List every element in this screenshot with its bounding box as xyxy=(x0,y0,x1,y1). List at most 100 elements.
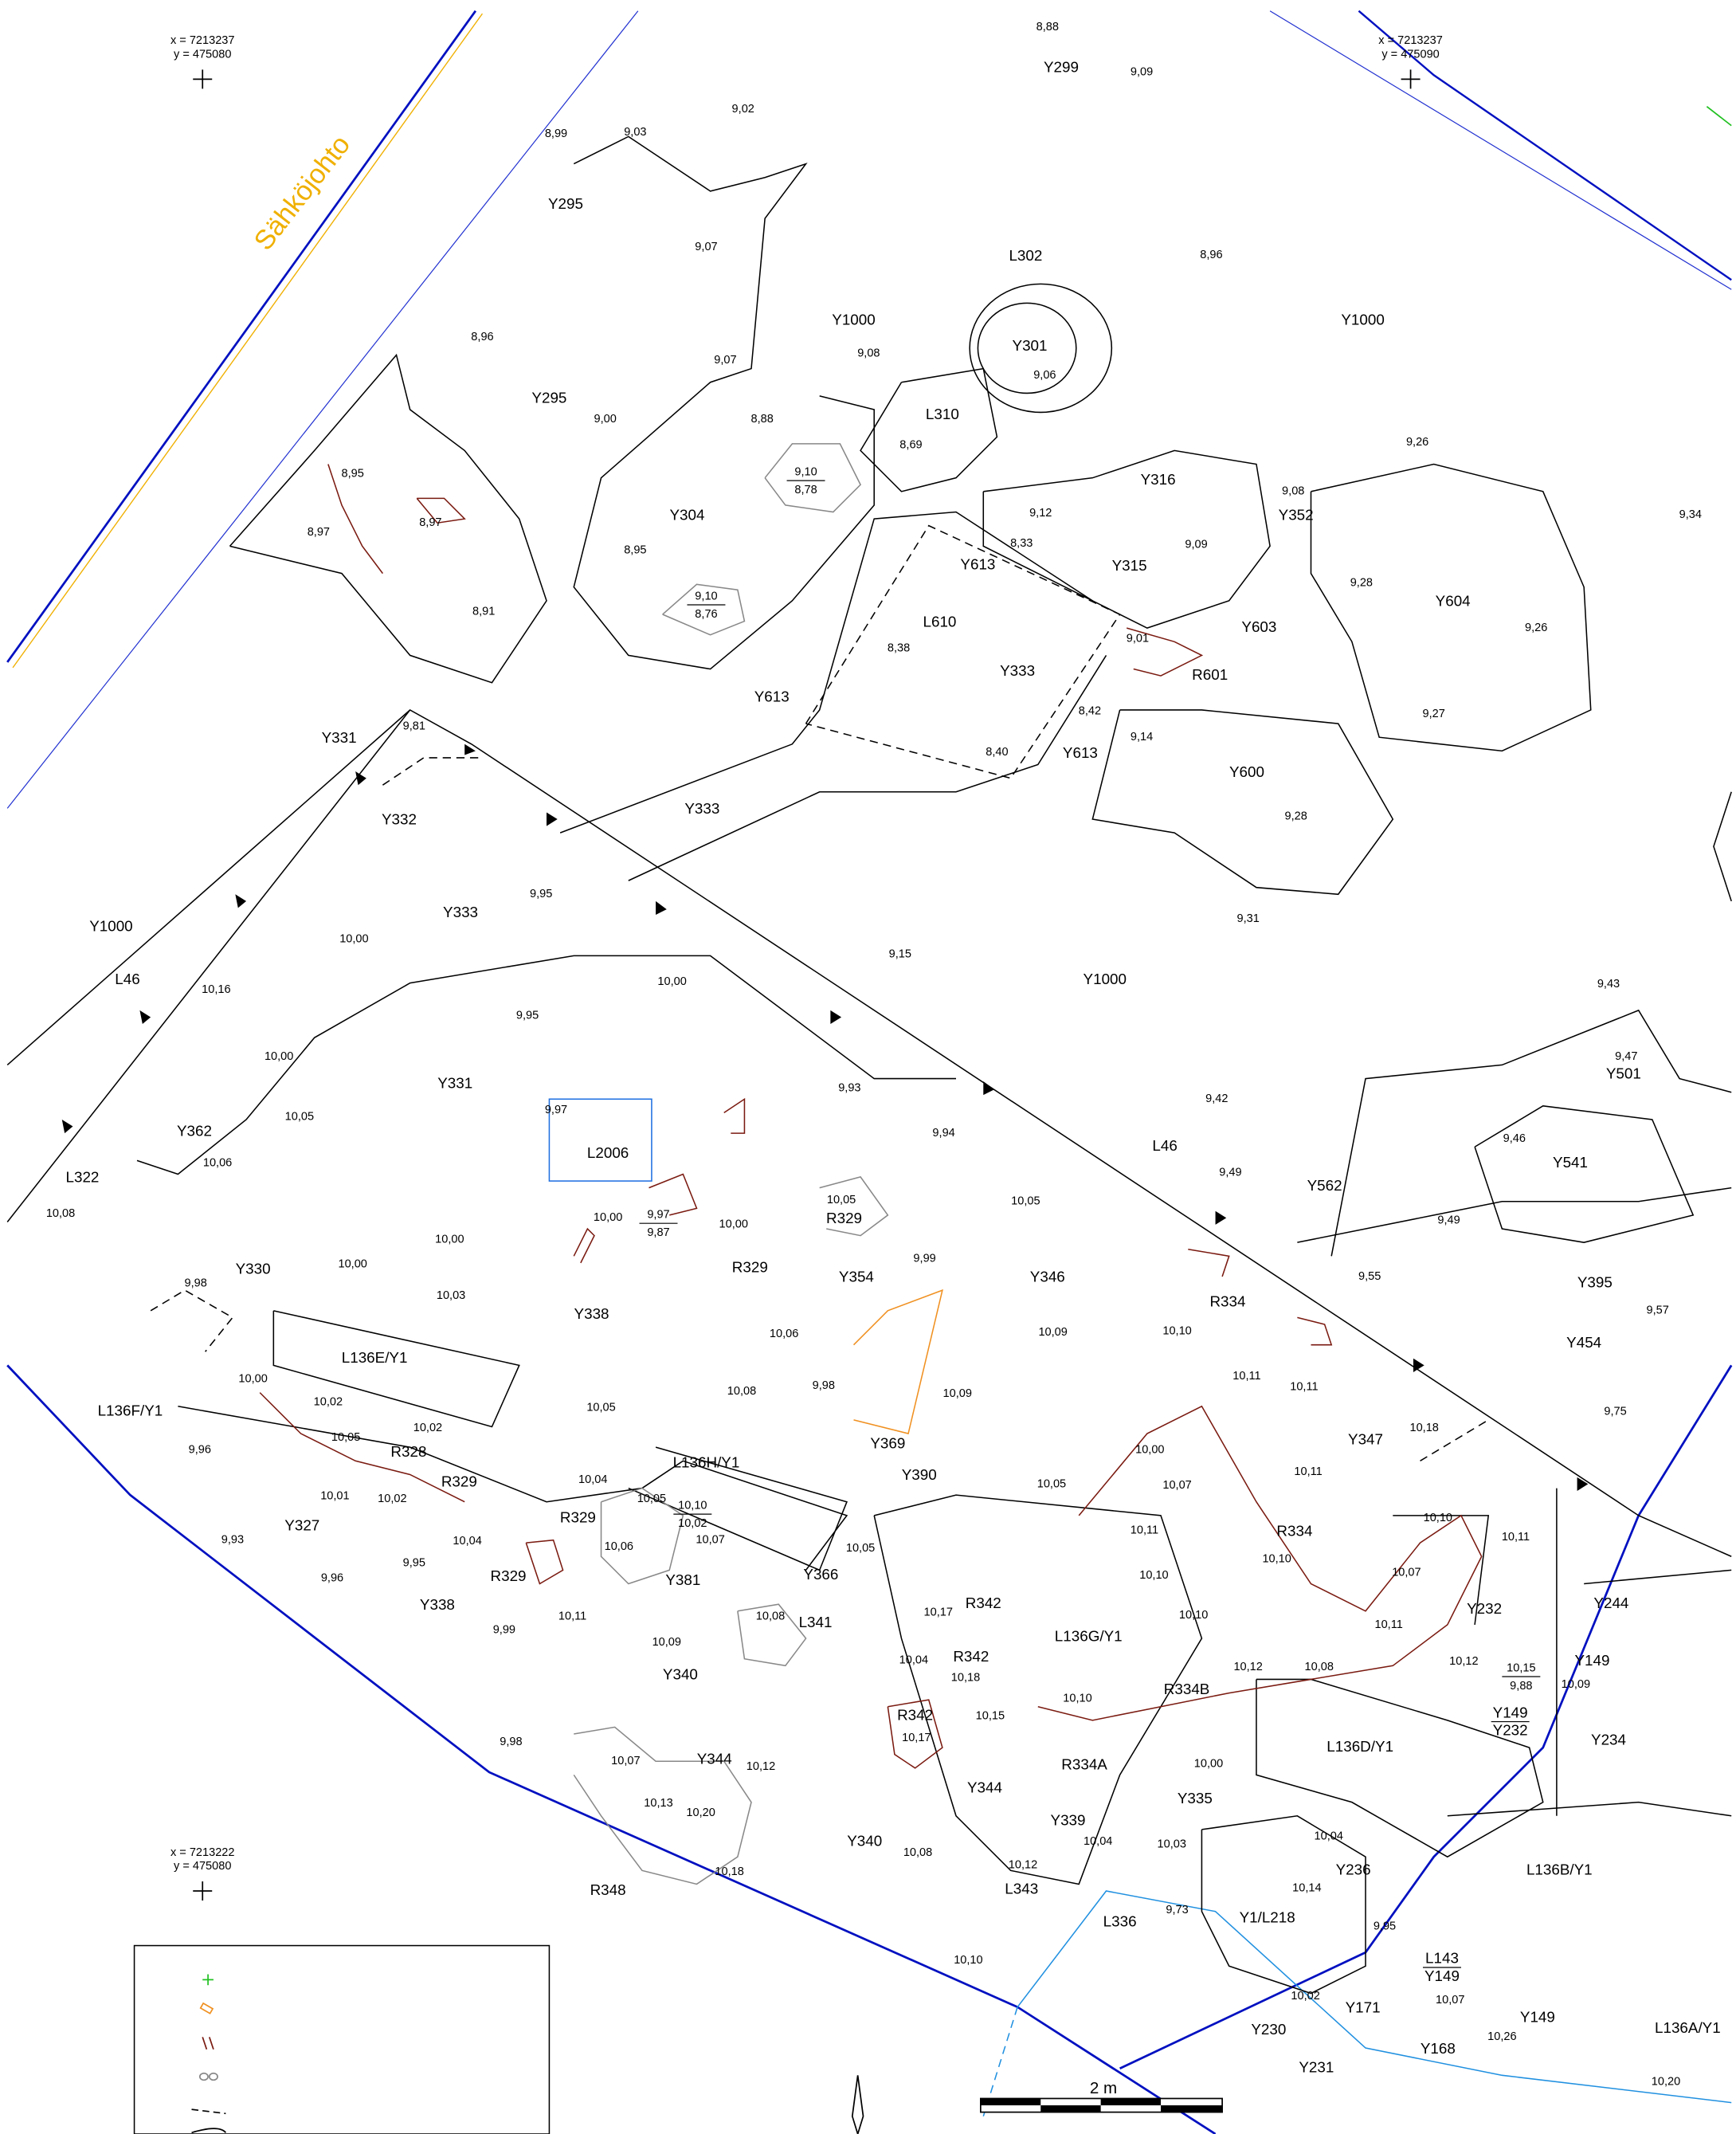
elevation-label: 10,11 xyxy=(558,1610,586,1622)
elevation-label: 10,06 xyxy=(770,1328,798,1340)
elevation-label: 10,05 xyxy=(846,1542,875,1555)
elevation-label: 10,05 xyxy=(586,1401,615,1414)
elevation-label: 9,95 xyxy=(403,1557,425,1570)
coordinate-cross xyxy=(193,1881,213,1901)
unit-label: Y340 xyxy=(663,1665,698,1682)
elevation-label: 8,95 xyxy=(342,467,364,480)
elevation-label: 10,07 xyxy=(696,1534,724,1547)
elevation-label: 9,15 xyxy=(889,947,911,960)
elevation-label: 10,08 xyxy=(46,1207,75,1220)
elevation-label: 10,14 xyxy=(1292,1881,1321,1894)
elevation-label: 10,03 xyxy=(437,1289,465,1302)
unit-label: Y346 xyxy=(1030,1269,1065,1285)
fraction-top: 9,10 xyxy=(695,590,717,603)
elevation-label: 8,91 xyxy=(472,605,495,618)
elevation-label: 10,20 xyxy=(1652,2076,1680,2089)
fraction-top: L143 xyxy=(1425,1950,1459,1967)
elevation-label: 10,10 xyxy=(1262,1553,1291,1566)
unit-label: L46 xyxy=(1152,1137,1177,1154)
fraction-bottom: 8,78 xyxy=(794,484,817,496)
elevation-label: 8,96 xyxy=(471,331,493,343)
elevation-label: 9,00 xyxy=(594,413,617,426)
unit-label: Y362 xyxy=(177,1122,212,1139)
unit-label: Y604 xyxy=(1436,593,1471,610)
elevation-label: 10,11 xyxy=(1131,1524,1158,1537)
elevation-label: 9,28 xyxy=(1350,576,1373,589)
unit-label: Y603 xyxy=(1241,618,1276,635)
elevation-label: 9,57 xyxy=(1647,1304,1669,1317)
unit-label: Y1/L218 xyxy=(1240,1908,1295,1925)
unit-label: R334A xyxy=(1061,1755,1107,1772)
elevation-label: 9,98 xyxy=(813,1379,835,1392)
unit-label: Y600 xyxy=(1229,763,1264,780)
unit-label: R328 xyxy=(390,1443,426,1460)
elevation-label: 10,09 xyxy=(1038,1326,1067,1339)
elevation-label: 10,03 xyxy=(1158,1838,1186,1851)
elevation-label: 9,31 xyxy=(1237,912,1260,925)
coordinate-y: y = 475080 xyxy=(174,1860,231,1873)
coordinate-y: y = 475080 xyxy=(174,48,231,61)
unit-label: Y562 xyxy=(1307,1177,1342,1194)
unit-label: Y295 xyxy=(548,195,583,212)
fraction-bottom: 9,88 xyxy=(1510,1680,1532,1693)
unit-label: Y331 xyxy=(437,1074,472,1091)
unit-label: Y501 xyxy=(1606,1065,1641,1081)
labels: Y299 Y295 Y295 Y1000 L302 Y1000 Y301 L310 Y304 Y3… xyxy=(46,21,1721,2122)
unit-label: Y354 xyxy=(839,1269,874,1285)
unit-label: L136D/Y1 xyxy=(1326,1738,1393,1755)
coordinate-x: x = 7213222 xyxy=(170,1846,234,1859)
elevation-label: 8,95 xyxy=(624,543,646,556)
power-line-label: Sähköjohto xyxy=(249,130,356,256)
elevation-label: 10,07 xyxy=(1436,1994,1464,2007)
unit-label: R342 xyxy=(897,1707,933,1724)
elevation-label: 9,02 xyxy=(732,103,754,116)
unit-label: Y352 xyxy=(1279,507,1314,524)
elevation-label: 9,94 xyxy=(932,1127,954,1140)
coordinate-cross xyxy=(1401,69,1421,89)
unit-label: Y338 xyxy=(420,1596,455,1613)
elevation-label: 8,99 xyxy=(545,127,567,140)
unit-label: Y301 xyxy=(1013,337,1048,354)
legend xyxy=(133,1944,551,2134)
unit-label: Y369 xyxy=(870,1435,905,1452)
elevation-label: 10,00 xyxy=(1194,1758,1223,1771)
unit-label: Y613 xyxy=(754,688,790,705)
elevation-label: 10,10 xyxy=(1063,1692,1091,1704)
elevation-label: 10,11 xyxy=(1502,1531,1530,1544)
unit-label: Y316 xyxy=(1141,471,1176,488)
unit-label: L336 xyxy=(1103,1912,1137,1929)
unit-label: Y347 xyxy=(1348,1431,1383,1448)
elevation-label: 10,04 xyxy=(453,1535,481,1548)
elevation-label: 9,14 xyxy=(1131,731,1153,743)
elevation-label: 9,43 xyxy=(1597,978,1620,991)
elevation-label: 9,27 xyxy=(1423,708,1445,720)
fraction-top: Y149 xyxy=(1493,1704,1528,1720)
unit-label: Y1000 xyxy=(1084,971,1127,987)
unit-label: R334B xyxy=(1164,1681,1210,1697)
fraction-bottom: 9,87 xyxy=(647,1226,669,1239)
elevation-label: 10,00 xyxy=(339,933,368,946)
elevation-label: 9,03 xyxy=(624,126,646,139)
elevation-label: 10,05 xyxy=(1037,1477,1066,1490)
fraction-top: 10,15 xyxy=(1507,1662,1535,1675)
elevation-label: 9,95 xyxy=(1374,1920,1396,1932)
unit-label: Y395 xyxy=(1577,1274,1613,1291)
unit-label: R334 xyxy=(1276,1522,1312,1539)
elevation-label: 10,00 xyxy=(338,1257,366,1270)
coordinate-x: x = 7213237 xyxy=(1378,34,1442,47)
unit-label: Y366 xyxy=(803,1566,838,1583)
elevation-label: 9,49 xyxy=(1437,1214,1460,1227)
elevation-label: 10,11 xyxy=(1290,1381,1318,1394)
scale-label: 2 m xyxy=(1090,2079,1117,2097)
unit-label: Y331 xyxy=(322,729,357,746)
unit-label: Y232 xyxy=(1467,1600,1502,1617)
elevation-label: 10,13 xyxy=(644,1797,672,1810)
elevation-label: 10,02 xyxy=(413,1422,442,1434)
elevation-label: 9,93 xyxy=(221,1534,244,1547)
elevation-label: 10,09 xyxy=(652,1636,681,1649)
elevation-label: 9,26 xyxy=(1406,436,1428,449)
unit-label: Y332 xyxy=(382,811,417,828)
elevation-label: 8,42 xyxy=(1079,705,1101,718)
